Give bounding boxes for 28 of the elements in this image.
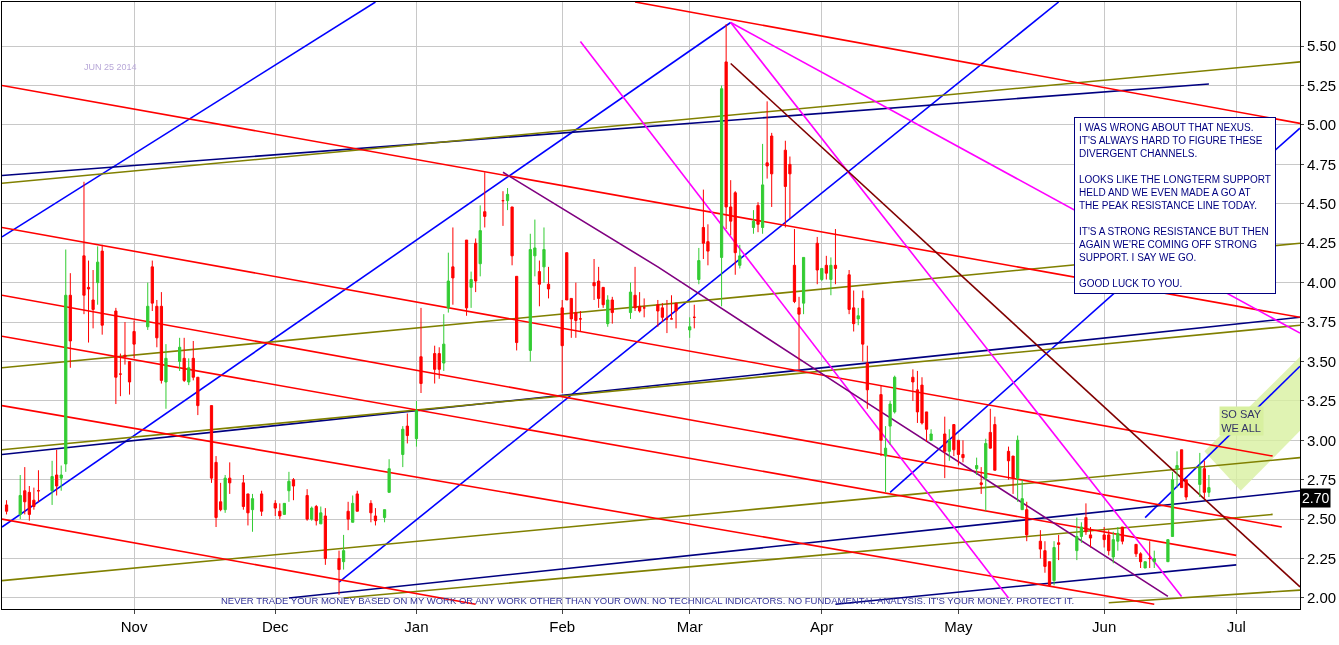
y-tick-label: 3.25 <box>1307 392 1337 410</box>
x-tick-label: Mar <box>676 618 703 635</box>
y-tick-label: 5.00 <box>1307 116 1337 134</box>
x-tick-label: Jul <box>1226 618 1246 635</box>
y-tick-label: 5.25 <box>1307 76 1337 94</box>
y-tick-label: 4.00 <box>1307 273 1337 291</box>
x-tick-label: Jun <box>1092 618 1117 635</box>
x-tick-label: Apr <box>810 618 834 635</box>
x-tick-label: Nov <box>120 618 148 635</box>
x-tick-label: May <box>944 618 974 635</box>
y-tick-label: 2.75 <box>1307 470 1337 488</box>
x-tick-label: Feb <box>549 618 576 635</box>
y-tick-label: 5.50 <box>1307 37 1337 55</box>
y-tick-label: 4.50 <box>1307 195 1337 213</box>
y-tick-label: 4.75 <box>1307 155 1337 173</box>
y-tick-label: 3.75 <box>1307 313 1337 331</box>
annotation: JUN 25 2014 <box>84 62 137 72</box>
y-tick-label: 3.50 <box>1307 352 1337 370</box>
y-tick-label: 3.00 <box>1307 431 1337 449</box>
annotation: SO SAY WE ALL <box>1221 408 1262 435</box>
y-tick-label: 2.50 <box>1307 510 1337 528</box>
y-tick-label: 2.25 <box>1307 549 1337 567</box>
y-tick-label: 2.00 <box>1307 589 1337 607</box>
x-tick-label: Jan <box>404 618 429 635</box>
text: I WAS WRONG ABOUT THAT NEXUS. IT'S ALWAYS HARD TO FIGURE THESE DIVERGENT CHANNELS. LOOKS LIKE THE LONGTERM SUPPORT HELD AND WE EVEN MADE A GO AT THE PEAK RESISTANCE LINE TODAY. IT'S A STRONG RESISTANCE BUT THEN AGAIN WE'RE COMING OFF STRONG SUPPORT. I SAY WE GO. GOOD LUCK TO YOU. <box>1079 122 1271 289</box>
x-tick-label: Dec <box>261 618 290 635</box>
text: 2.70 <box>1302 490 1330 506</box>
y-tick-label: 4.25 <box>1307 234 1337 252</box>
